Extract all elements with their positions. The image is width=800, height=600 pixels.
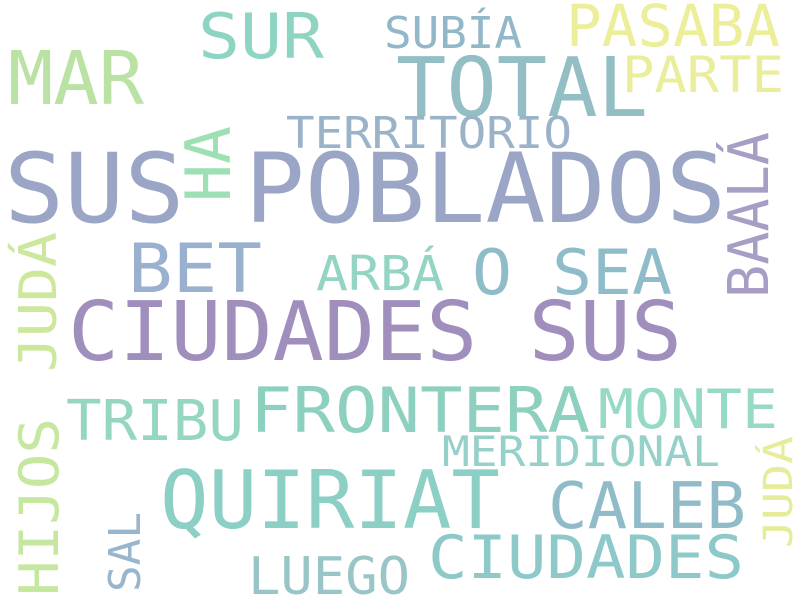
word-quiriat: QUIRIAT xyxy=(160,454,500,547)
word-ciudades: CIUDADES xyxy=(428,523,744,593)
word-parte: PARTE xyxy=(622,46,784,104)
word-arba: ARBÁ xyxy=(316,245,444,302)
word-sur: SUR xyxy=(198,0,325,73)
word-o-sea: O SEA xyxy=(472,236,672,309)
word-hijos: HIJOS xyxy=(8,418,71,596)
word-ciudades-sus: CIUDADES SUS xyxy=(68,285,682,380)
word-total: TOTAL xyxy=(396,41,648,136)
word-territorio: TERRITORIO xyxy=(286,108,572,159)
word-ha: HA xyxy=(172,126,245,202)
word-mar: MAR xyxy=(8,36,144,122)
word-sus-poblados: SUS POBLADOS xyxy=(4,133,726,245)
word-bet: BET xyxy=(128,230,262,309)
word-pasaba: PASABA xyxy=(566,0,780,60)
word-caleb: CALEB xyxy=(548,470,746,544)
word-juda-left: JUDÁ xyxy=(8,232,69,372)
word-monte: MONTE xyxy=(598,378,778,441)
word-sal: SAL xyxy=(100,512,151,592)
word-meridional: MERIDIONAL xyxy=(442,427,720,476)
word-juda-right: JUDÁ xyxy=(754,436,800,548)
word-frontera: FRONTERA xyxy=(250,374,590,447)
word-tribu: TRIBU xyxy=(66,389,244,454)
word-luego: LUEGO xyxy=(248,547,410,600)
word-baala: BAALÁ xyxy=(717,132,782,298)
word-subia: SUBÍA xyxy=(384,6,522,59)
